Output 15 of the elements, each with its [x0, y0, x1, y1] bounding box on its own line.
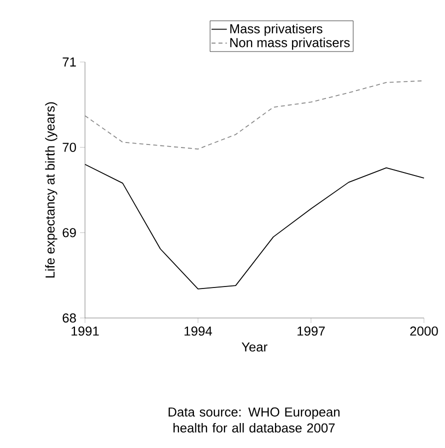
- x-tick-label: 1997: [298, 326, 325, 336]
- y-axis-title: Life expectancy at birth (years): [45, 102, 58, 278]
- x-axis-title: Year: [242, 342, 268, 352]
- y-tick-label: 70: [62, 142, 76, 152]
- x-tick-label: 2000: [410, 326, 438, 336]
- line-series: [84, 80, 424, 150]
- line-series: [84, 164, 424, 290]
- x-tick-label: 1994: [184, 326, 212, 336]
- y-tick-label: 68: [62, 313, 76, 323]
- y-tick-label: 71: [62, 58, 76, 66]
- legend-label: Mass privatisers: [230, 24, 322, 36]
- source-note: Data source: WHO European health for all database 2007: [168, 407, 340, 433]
- legend-label: Non mass privatisers: [230, 38, 350, 50]
- x-tick-label: 1991: [72, 326, 99, 336]
- y-tick-label: 69: [62, 228, 76, 238]
